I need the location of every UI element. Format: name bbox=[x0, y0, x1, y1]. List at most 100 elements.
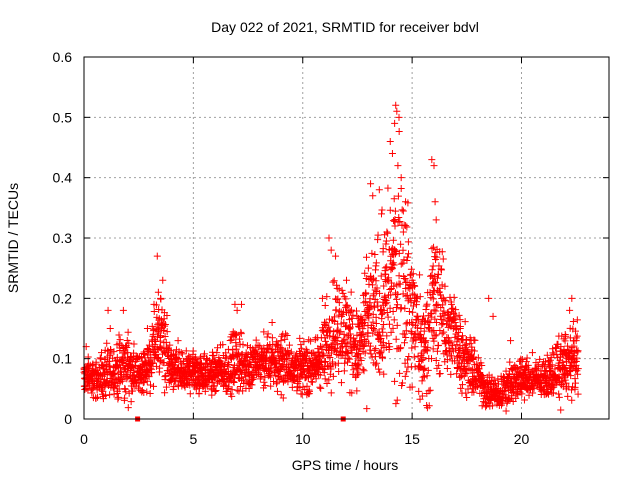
data-point bbox=[419, 354, 427, 362]
data-point bbox=[296, 384, 304, 392]
data-point bbox=[397, 185, 405, 193]
data-point bbox=[225, 361, 233, 369]
y-tick-label: 0.1 bbox=[53, 351, 73, 367]
data-point bbox=[359, 342, 367, 350]
data-point bbox=[382, 237, 390, 245]
data-point bbox=[135, 380, 143, 388]
data-point bbox=[451, 333, 459, 341]
data-point bbox=[124, 404, 132, 412]
data-point bbox=[103, 339, 111, 347]
data-point bbox=[121, 385, 129, 393]
data-point bbox=[394, 192, 402, 200]
data-point bbox=[327, 389, 335, 397]
data-point bbox=[231, 300, 239, 308]
data-point bbox=[110, 369, 118, 377]
data-point bbox=[339, 289, 347, 297]
data-point bbox=[383, 332, 391, 340]
data-point bbox=[391, 377, 399, 385]
data-point bbox=[355, 360, 363, 368]
data-point bbox=[234, 349, 242, 357]
data-point bbox=[564, 342, 572, 350]
data-point bbox=[387, 328, 395, 336]
data-point bbox=[322, 319, 330, 327]
data-point bbox=[335, 307, 343, 315]
data-point bbox=[213, 349, 221, 357]
data-point bbox=[407, 265, 415, 273]
data-point bbox=[347, 288, 355, 296]
data-point bbox=[116, 346, 124, 354]
data-point bbox=[344, 354, 352, 362]
data-point bbox=[568, 294, 576, 302]
data-point bbox=[316, 342, 324, 350]
data-point bbox=[517, 363, 525, 371]
data-point bbox=[369, 310, 377, 318]
data-point bbox=[566, 334, 574, 342]
data-point bbox=[323, 293, 331, 301]
data-point bbox=[346, 355, 354, 363]
data-point bbox=[382, 270, 390, 278]
data-point bbox=[336, 328, 344, 336]
data-point bbox=[346, 330, 354, 338]
data-point bbox=[298, 390, 306, 398]
data-point bbox=[371, 326, 379, 334]
data-point bbox=[385, 340, 393, 348]
data-point bbox=[364, 304, 372, 312]
data-point bbox=[104, 306, 112, 314]
data-point bbox=[362, 298, 370, 306]
data-point bbox=[397, 305, 405, 313]
data-point bbox=[369, 192, 377, 200]
data-point bbox=[161, 320, 169, 328]
data-point bbox=[471, 336, 479, 344]
data-point bbox=[398, 379, 406, 387]
data-point bbox=[256, 342, 264, 350]
data-point bbox=[510, 389, 518, 397]
data-point bbox=[561, 337, 569, 345]
data-point bbox=[374, 231, 382, 239]
data-point bbox=[390, 282, 398, 290]
data-point bbox=[432, 216, 440, 224]
data-point bbox=[89, 361, 97, 369]
data-point bbox=[300, 338, 308, 346]
y-axis-label: SRMTID / TECUs bbox=[5, 183, 21, 293]
data-point bbox=[161, 389, 169, 397]
data-point bbox=[446, 321, 454, 329]
data-point bbox=[359, 365, 367, 373]
data-point bbox=[147, 353, 155, 361]
data-point bbox=[332, 252, 340, 260]
data-point bbox=[442, 297, 450, 305]
data-point bbox=[434, 341, 442, 349]
data-point bbox=[260, 344, 268, 352]
data-point bbox=[168, 360, 176, 368]
data-point bbox=[439, 316, 447, 324]
data-point bbox=[550, 350, 558, 358]
data-point bbox=[239, 341, 247, 349]
data-point bbox=[408, 344, 416, 352]
data-point bbox=[386, 285, 394, 293]
data-point bbox=[237, 330, 245, 338]
data-point bbox=[338, 286, 346, 294]
data-point bbox=[454, 335, 462, 343]
data-point bbox=[390, 195, 398, 203]
data-point bbox=[436, 284, 444, 292]
data-point bbox=[355, 369, 363, 377]
data-point bbox=[492, 379, 500, 387]
data-point bbox=[422, 337, 430, 345]
data-point bbox=[404, 238, 412, 246]
data-point bbox=[525, 391, 533, 399]
data-point bbox=[474, 354, 482, 362]
data-point bbox=[502, 407, 510, 415]
data-point bbox=[399, 246, 407, 254]
data-point bbox=[343, 301, 351, 309]
data-point bbox=[84, 353, 92, 361]
data-point bbox=[88, 389, 96, 397]
data-point bbox=[96, 354, 104, 362]
data-point bbox=[223, 362, 231, 370]
data-point bbox=[333, 341, 341, 349]
data-point bbox=[114, 395, 122, 403]
data-point bbox=[377, 347, 385, 355]
data-point bbox=[334, 295, 342, 303]
data-point bbox=[268, 334, 276, 342]
data-point bbox=[233, 386, 241, 394]
data-point bbox=[545, 390, 553, 398]
data-point bbox=[366, 342, 374, 350]
